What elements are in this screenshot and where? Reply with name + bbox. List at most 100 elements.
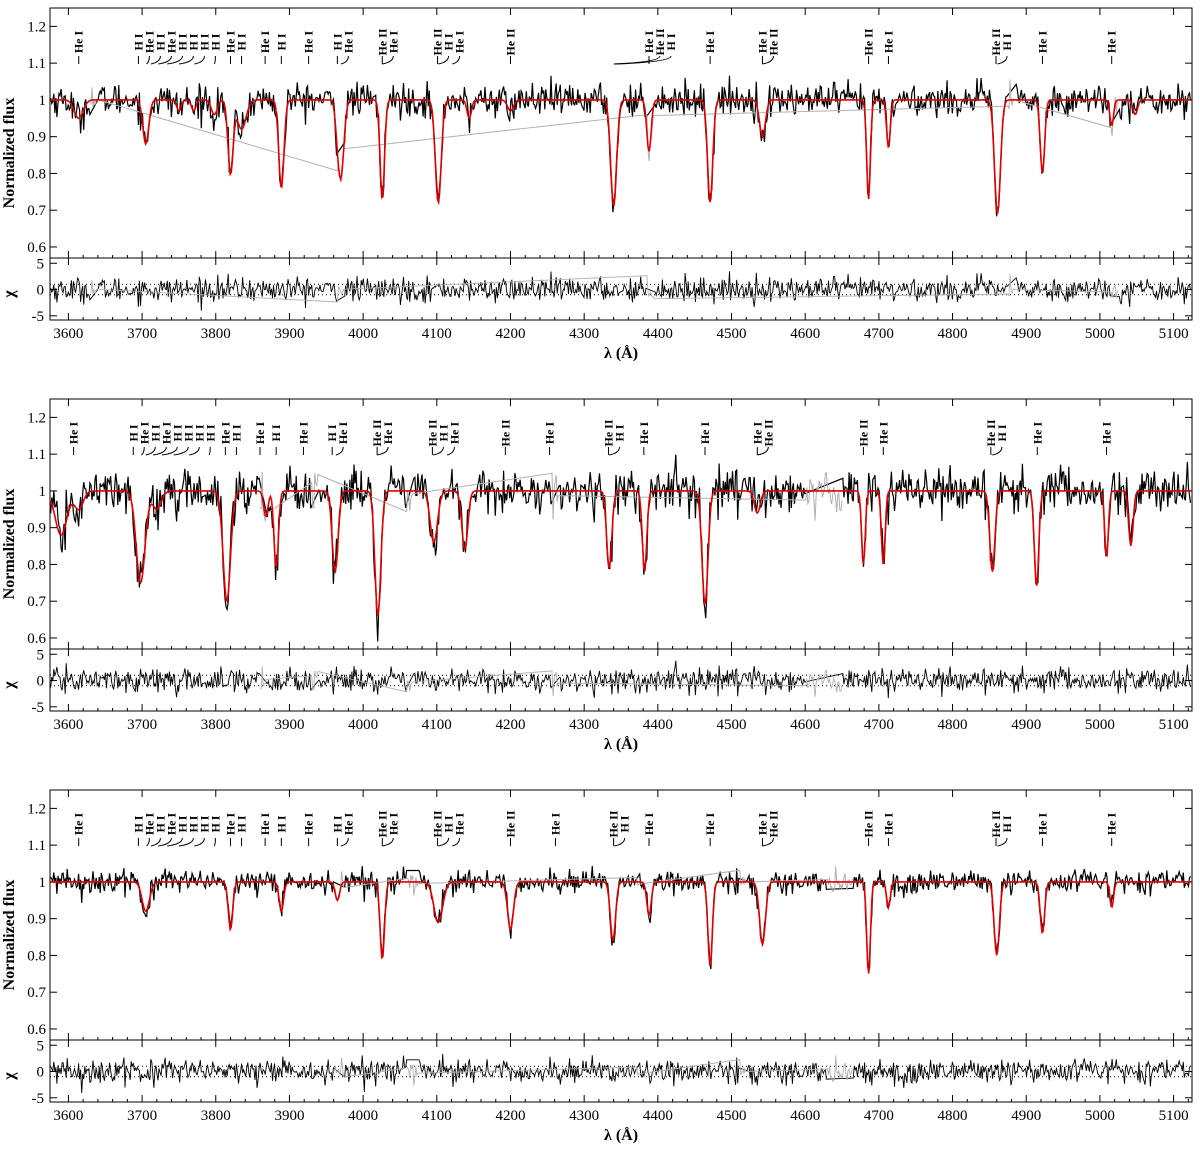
x-tick-label: 3900 [274,717,304,733]
line-id-label: He II [766,810,780,837]
line-id-label: He II [425,419,439,446]
x-tick-label: 3900 [274,1108,304,1124]
x-tick-label: 4400 [643,717,673,733]
line-id-label: H I [612,424,626,441]
line-id-label: H I [325,424,339,441]
flux-tick-label: 1.1 [27,56,46,72]
line-id-marker [173,446,189,456]
chi-tick-label: -5 [32,700,45,716]
line-id-label: H I [197,815,211,832]
x-tick-label: 4300 [569,326,599,342]
x-tick-label: 5100 [1159,326,1189,342]
line-id-marker [438,837,450,847]
x-tick-label: 4500 [717,326,747,342]
line-id-marker [213,55,216,65]
line-id-label: H I [131,815,145,832]
x-tick-label: 5100 [1159,717,1189,733]
flux-axis-label: Normalized flux [1,98,18,209]
line-id-label: H I [1000,33,1014,50]
line-id-label: He II [431,810,445,837]
line-id-marker [609,446,620,456]
line-id-marker [992,446,1003,456]
line-id-marker [161,446,178,456]
line-id-marker [194,837,205,847]
flux-tick-label: 0.8 [27,948,46,964]
chi-tick-label: -5 [32,309,45,325]
masked-spectrum [90,79,1119,183]
line-id-marker [382,55,394,65]
line-id-label: H I [436,424,450,441]
x-tick-label: 3700 [127,717,157,733]
line-id-label: H I [153,33,167,50]
line-id-label: He II [984,419,998,446]
flux-axis-label: Normalized flux [1,880,18,991]
line-id-label: H I [1000,815,1014,832]
x-tick-label: 4300 [569,1108,599,1124]
x-tick-label: 4900 [1011,1108,1041,1124]
line-id-label: He I [386,813,400,836]
x-tick-label: 4800 [938,326,968,342]
line-id-label: He I [341,813,355,836]
line-id-label: He I [876,422,890,445]
line-id-marker [150,837,161,847]
line-id-label: He I [258,31,272,54]
x-tick-label: 3600 [53,1108,83,1124]
chi-tick-label: 0 [37,283,45,299]
line-id-label: H I [330,815,344,832]
chi-tick-label: 5 [37,1038,45,1054]
line-id-label: He I [386,31,400,54]
line-id-marker [153,446,167,456]
observed-spectrum [50,454,1192,642]
x-tick-label: 5000 [1085,717,1115,733]
line-id-marker [150,55,161,65]
line-id-marker [446,446,455,456]
line-id-label: He I [253,422,267,445]
line-id-label: He I [881,31,895,54]
line-id-label: He I [224,813,238,836]
line-id-label: He I [72,813,86,836]
x-tick-label: 3600 [53,717,83,733]
line-id-label: He II [761,419,775,446]
line-id-label: H I [197,33,211,50]
x-tick-label: 4600 [790,326,820,342]
line-id-label: He I [453,31,467,54]
line-id-label: He I [258,813,272,836]
line-id-label: He I [447,422,461,445]
line-id-label: H I [208,33,222,50]
x-tick-label: 4200 [495,326,525,342]
line-id-marker [213,837,216,847]
line-id-label: He II [375,28,389,55]
line-id-label: H I [442,815,456,832]
flux-tick-label: 0.9 [27,130,46,146]
line-id-label: He I [67,422,81,445]
masked-residual [333,1055,853,1086]
line-id-marker [145,446,156,456]
x-tick-label: 4100 [422,717,452,733]
masked-spectrum [334,866,853,901]
flux-tick-label: 1 [39,875,47,891]
x-tick-label: 4500 [717,1108,747,1124]
flux-tick-label: 0.9 [27,912,46,928]
residual-panel-frame [49,257,1193,321]
x-tick-label: 4400 [643,326,673,342]
x-tick-label: 4900 [1011,717,1041,733]
x-axis-label: λ (Å) [604,735,638,753]
line-id-label: He I [137,422,151,445]
line-id-label: He I [302,813,316,836]
line-id-marker [433,446,444,456]
line-id-marker [340,837,349,847]
line-id-label: H I [175,33,189,50]
x-tick-label: 5100 [1159,1108,1189,1124]
spectrum-block-middle: 3600 3700 3800 3900 4000 4100 4200 4300 4400 4500… [1,398,1193,753]
x-tick-label: 4800 [938,717,968,733]
line-id-label: H I [330,33,344,50]
line-id-label: H I [664,33,678,50]
line-id-label: He II [989,810,1003,837]
x-tick-label: 3800 [201,717,231,733]
line-id-marker [452,55,461,65]
x-tick-label: 5000 [1085,326,1115,342]
flux-tick-label: 1.2 [27,19,46,35]
chi-axis-label: χ [1,290,18,299]
line-id-label: H I [186,815,200,832]
line-id-label: H I [269,424,283,441]
